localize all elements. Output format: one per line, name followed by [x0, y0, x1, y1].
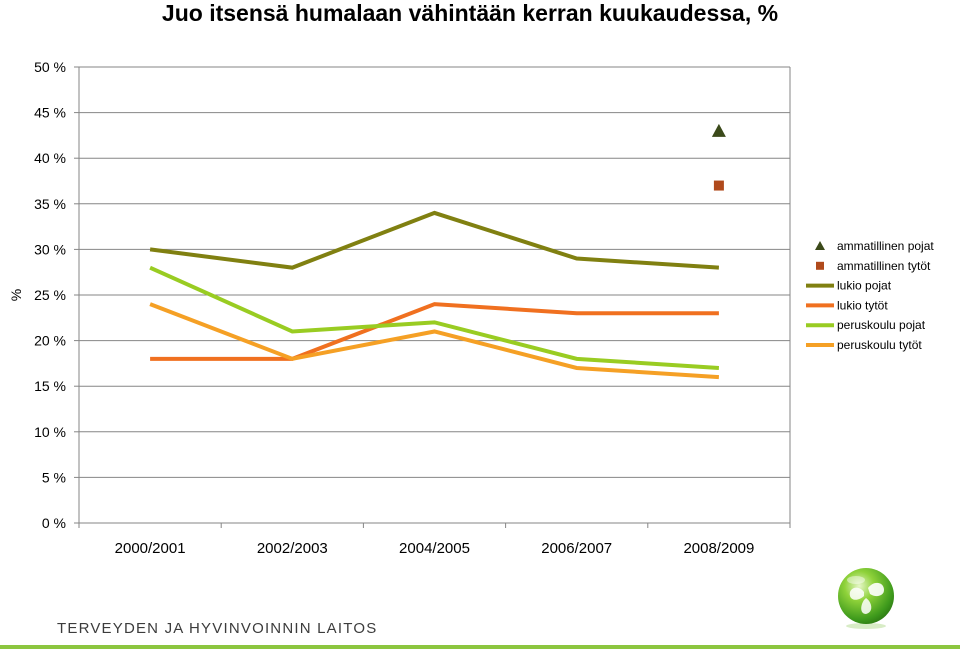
y-tick-label: 35 % [34, 196, 66, 212]
thl-logo-icon [838, 568, 894, 629]
y-tick-label: 25 % [34, 287, 66, 303]
legend-swatch [815, 241, 825, 250]
y-tick-label: 40 % [34, 150, 66, 166]
series-line [149, 302, 720, 380]
y-axis-label: % [8, 289, 24, 301]
y-tick-label: 30 % [34, 241, 66, 257]
x-tick-label: 2002/2003 [257, 540, 328, 557]
legend-label: ammatillinen tytöt [837, 259, 931, 273]
data-point-triangle [711, 123, 726, 137]
y-tick-label: 5 % [42, 469, 66, 485]
footer-divider [0, 645, 960, 649]
y-tick-label: 15 % [34, 378, 66, 394]
x-tick-label: 2000/2001 [115, 540, 186, 557]
legend-label: lukio pojat [837, 279, 892, 293]
series-line [149, 210, 720, 270]
legend-label: ammatillinen pojat [837, 239, 934, 253]
data-point-square [713, 180, 724, 191]
legend-label: peruskoulu tytöt [837, 338, 922, 352]
legend-swatch [816, 261, 824, 270]
y-tick-label: 20 % [34, 333, 66, 349]
legend-label: lukio tytöt [837, 298, 888, 312]
organization-name: TERVEYDEN JA HYVINVOINNIN LAITOS [57, 620, 378, 637]
x-tick-label: 2006/2007 [541, 540, 612, 557]
series-line [149, 265, 720, 370]
chart-title: Juo itsensä humalaan vähintään kerran ku… [161, 0, 779, 26]
x-tick-label: 2004/2005 [399, 540, 470, 557]
legend-label: peruskoulu pojat [837, 318, 926, 332]
y-tick-label: 0 % [42, 515, 66, 531]
x-tick-label: 2008/2009 [683, 540, 754, 557]
y-tick-label: 50 % [34, 59, 66, 75]
y-tick-label: 10 % [34, 424, 66, 440]
series-line [150, 302, 719, 361]
y-tick-label: 45 % [34, 105, 66, 121]
